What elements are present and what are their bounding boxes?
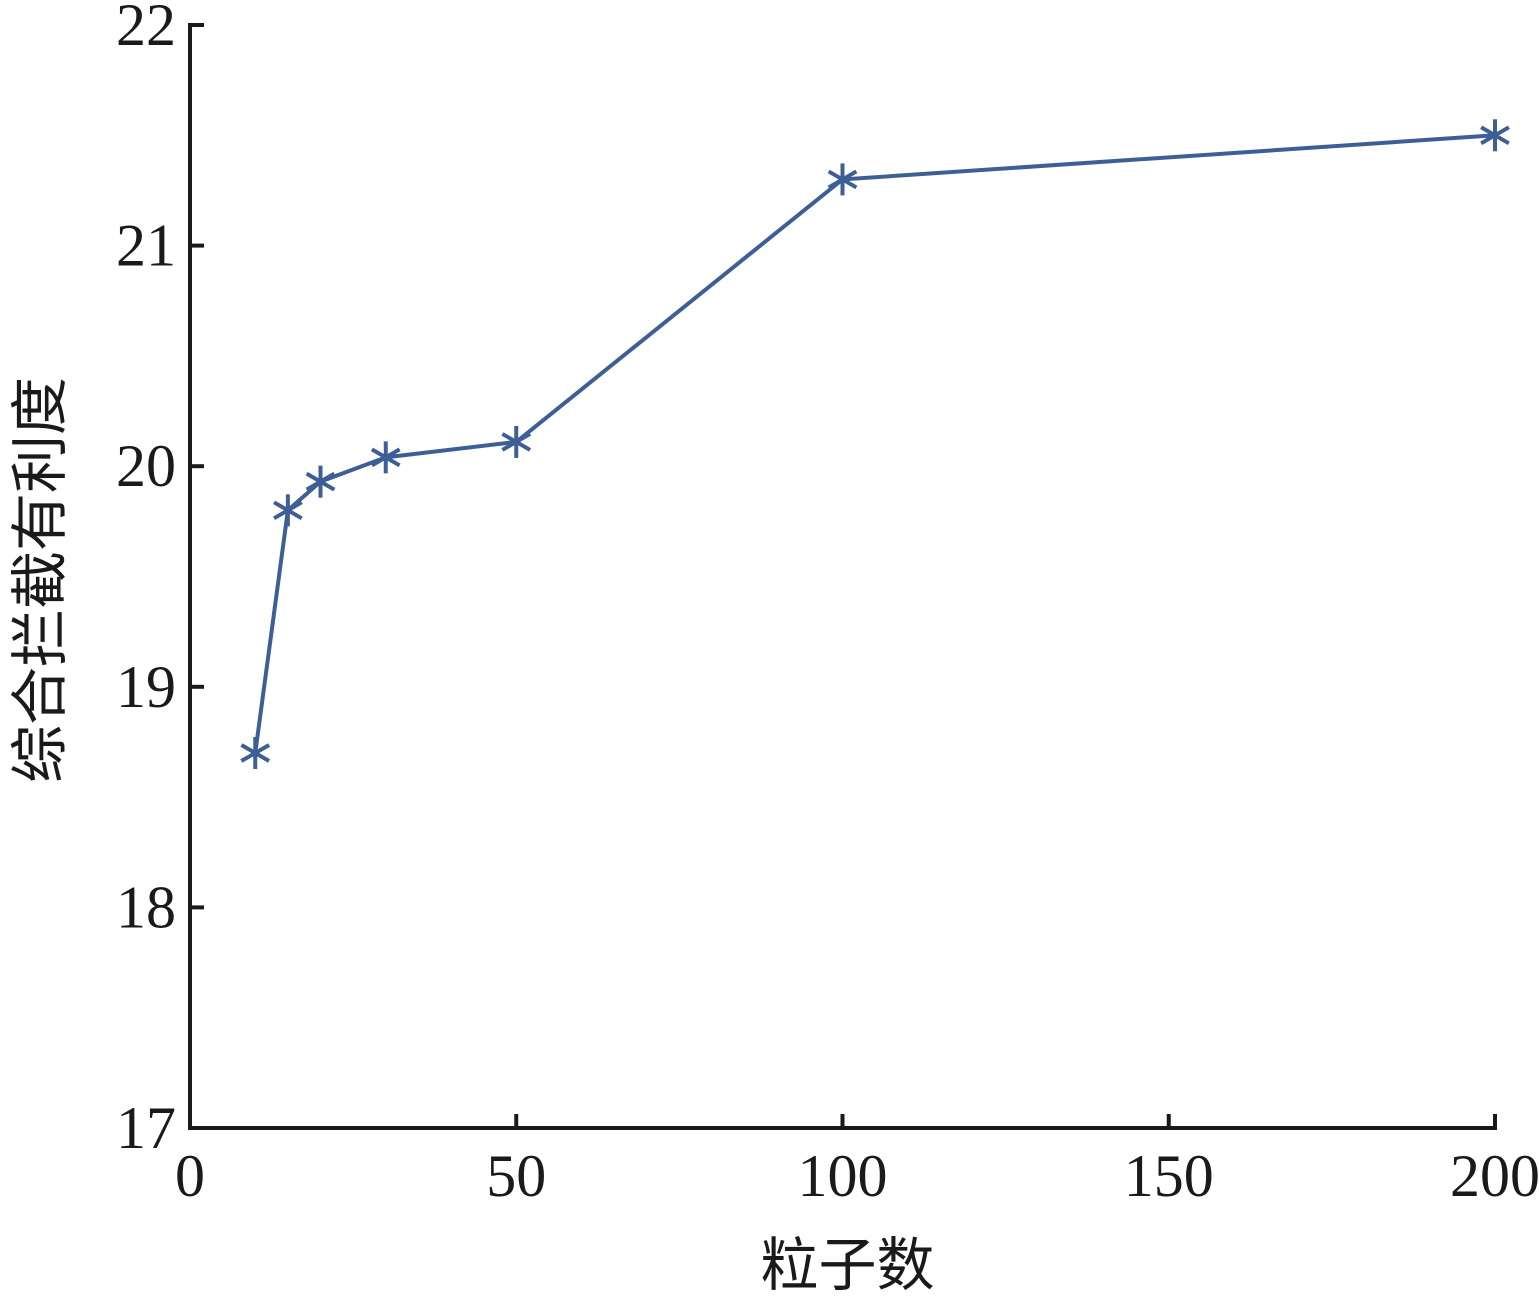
data-point-marker bbox=[305, 465, 336, 498]
x-axis-ticks: 0 50 100 150 200 bbox=[175, 1114, 1539, 1209]
y-tick-label: 18 bbox=[116, 874, 176, 940]
x-axis-label: 粒子数 bbox=[760, 1231, 934, 1296]
y-axis-ticks: 17 18 19 20 21 22 bbox=[116, 0, 204, 1161]
x-tick-label: 50 bbox=[486, 1143, 546, 1209]
y-axis-label: 综合拦截有利度 bbox=[6, 377, 74, 783]
data-point-marker bbox=[1480, 119, 1510, 152]
data-point-marker bbox=[240, 736, 271, 769]
data-point-marker bbox=[370, 441, 401, 474]
y-tick-label: 22 bbox=[116, 0, 176, 58]
x-tick-label: 150 bbox=[1124, 1143, 1214, 1209]
x-tick-label: 200 bbox=[1450, 1143, 1539, 1209]
data-point-marker bbox=[273, 494, 303, 527]
y-tick-label: 21 bbox=[116, 213, 176, 279]
data-point-marker bbox=[501, 425, 532, 458]
series-line bbox=[253, 133, 1496, 754]
y-tick-label: 17 bbox=[116, 1095, 176, 1161]
x-tick-label: 100 bbox=[798, 1143, 888, 1209]
y-tick-label: 19 bbox=[116, 654, 176, 720]
data-point-marker bbox=[827, 163, 858, 196]
x-tick-label: 0 bbox=[175, 1143, 205, 1209]
y-tick-label: 20 bbox=[116, 433, 176, 499]
series-group bbox=[240, 119, 1510, 769]
